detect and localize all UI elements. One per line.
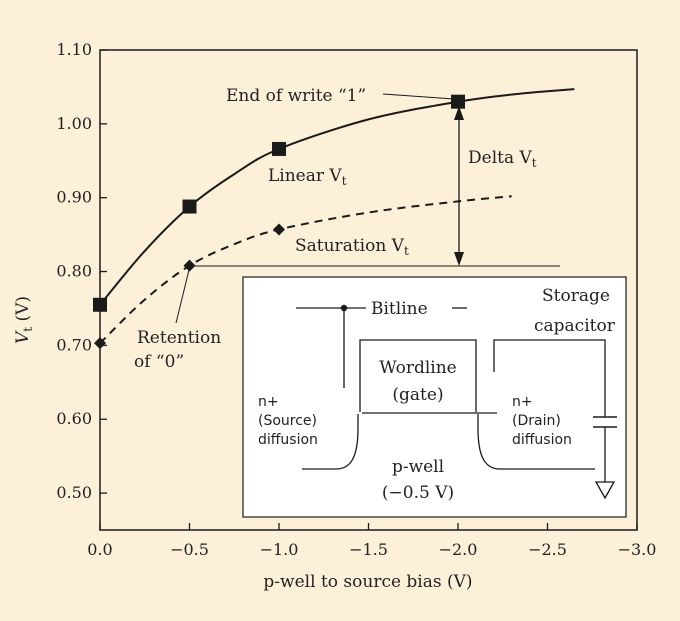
y-axis-label: Vt (V) bbox=[13, 296, 35, 344]
y-tick-label: 0.70 bbox=[56, 335, 92, 354]
x-tick-label: −3.0 bbox=[618, 540, 657, 559]
annotation-delta-vt: Delta Vt bbox=[468, 148, 537, 170]
y-tick-label: 0.90 bbox=[56, 188, 92, 207]
annotation-linear-vt: Linear Vt bbox=[268, 166, 347, 188]
annotation-saturation-vt: Saturation Vt bbox=[295, 236, 409, 258]
inset-drain-line2: (Drain) bbox=[512, 413, 561, 429]
inset-drain-line3: diffusion bbox=[512, 432, 572, 448]
y-tick-label: 1.10 bbox=[56, 40, 92, 59]
delta-vt-arrow bbox=[454, 106, 464, 266]
linear-vt-point bbox=[182, 199, 197, 214]
x-axis-ticks: 0.0 −0.5 −1.0 −1.5 −2.0 −2.5 −3.0 bbox=[87, 523, 656, 559]
retention-leader bbox=[175, 269, 190, 324]
inset-transistor-diagram: Bitline Storage capacitor Wordline (gate… bbox=[242, 276, 627, 518]
ground-icon bbox=[594, 481, 616, 500]
delta-arrow-head-top bbox=[454, 106, 464, 120]
x-tick-label: 0.0 bbox=[87, 540, 112, 559]
annotation-retention-line1: Retention bbox=[137, 328, 221, 348]
y-tick-label: 0.60 bbox=[56, 409, 92, 428]
inset-source-line1: n+ bbox=[258, 394, 279, 410]
series-layer bbox=[93, 88, 575, 350]
saturation-vt-point bbox=[94, 337, 106, 350]
inset-drain-line1: n+ bbox=[512, 394, 533, 410]
x-tick-label: −1.5 bbox=[349, 540, 388, 559]
delta-arrow-head-bottom bbox=[454, 252, 464, 266]
annotation-end-of-write: End of write “1” bbox=[226, 86, 366, 106]
inset-wordline-line1: Wordline bbox=[379, 358, 456, 378]
annotation-retention-line2: of “0” bbox=[134, 352, 184, 372]
inset-pwell-line2: (−0.5 V) bbox=[382, 483, 454, 503]
linear-vt-point bbox=[93, 297, 107, 312]
x-axis-label: p-well to source bias (V) bbox=[263, 572, 472, 592]
y-axis-ticks: 0.50 0.60 0.70 0.80 0.90 1.00 1.10 bbox=[56, 40, 107, 502]
x-tick-label: −2.0 bbox=[439, 540, 478, 559]
inset-source-line3: diffusion bbox=[258, 432, 318, 448]
inset-wordline-line2: (gate) bbox=[392, 385, 443, 405]
x-tick-label: −2.5 bbox=[528, 540, 567, 559]
end-write-leader bbox=[382, 93, 455, 100]
inset-source-line2: (Source) bbox=[258, 413, 317, 429]
saturation-vt-point bbox=[273, 223, 285, 236]
x-tick-label: −0.5 bbox=[170, 540, 209, 559]
y-tick-label: 1.00 bbox=[56, 114, 92, 133]
x-tick-label: −1.0 bbox=[260, 540, 299, 559]
bitline-contact-dot bbox=[340, 304, 348, 312]
source-diffusion-edge bbox=[302, 414, 359, 470]
y-tick-label: 0.80 bbox=[56, 262, 92, 281]
linear-vt-point bbox=[451, 94, 465, 109]
drain-to-capacitor-wire bbox=[493, 339, 606, 417]
inset-pwell-line1: p-well bbox=[392, 457, 444, 477]
inset-frame bbox=[242, 276, 627, 518]
y-tick-label: 0.50 bbox=[56, 483, 92, 502]
inset-bitline-label: Bitline bbox=[371, 299, 428, 319]
linear-vt-point bbox=[272, 141, 286, 156]
drain-diffusion-edge bbox=[477, 414, 595, 470]
saturation-vt-curve bbox=[99, 195, 512, 344]
gate-outline bbox=[359, 339, 477, 412]
inset-storage-line1: Storage bbox=[542, 286, 610, 306]
inset-storage-line2: capacitor bbox=[534, 316, 616, 336]
